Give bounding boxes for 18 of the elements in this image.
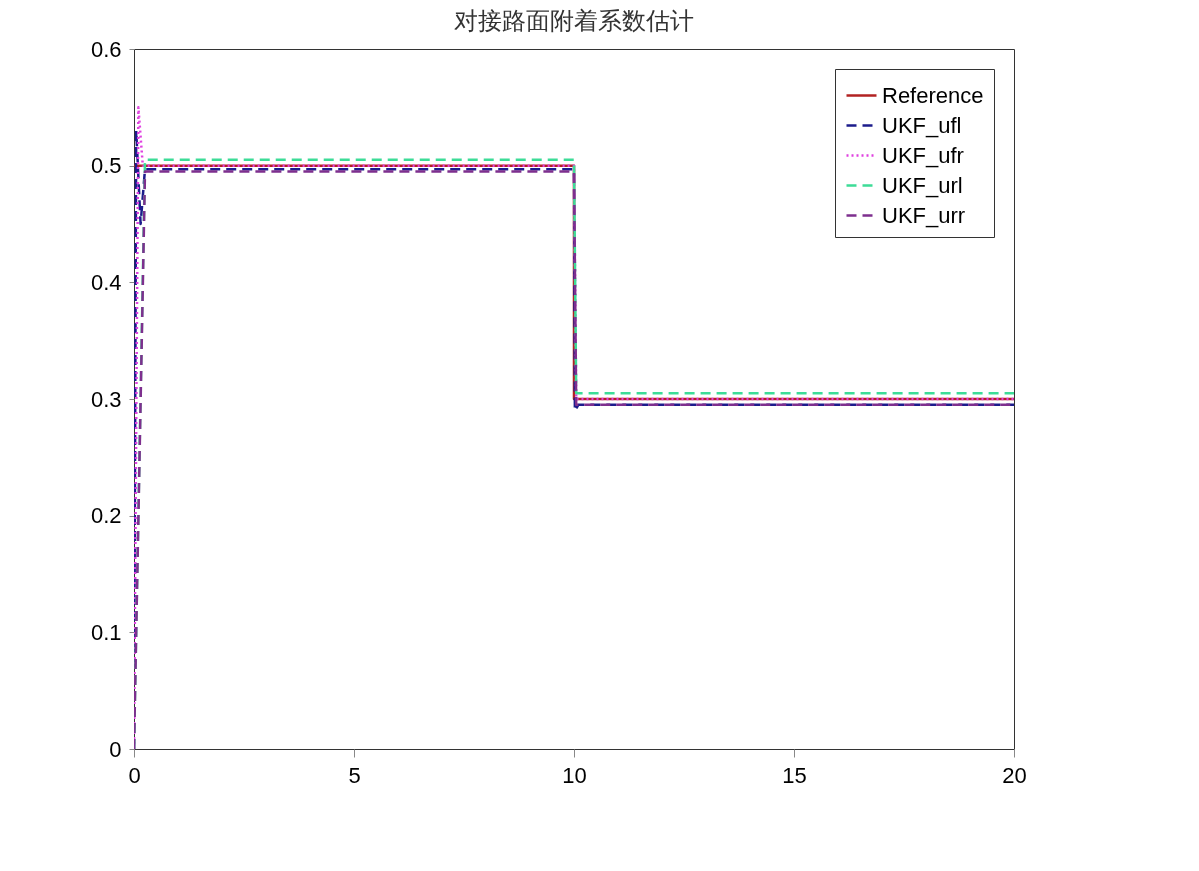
- y-tick-label: 0.6: [90, 36, 122, 62]
- x-tick-label: 20: [1002, 762, 1027, 788]
- y-tick-label: 0.4: [90, 269, 122, 295]
- legend-label: UKF_url: [882, 172, 963, 198]
- y-tick-label: 0.2: [90, 503, 122, 529]
- legend-label: UKF_ufr: [882, 142, 964, 168]
- x-tick-label: 15: [782, 762, 807, 788]
- y-tick-label: 0.5: [90, 153, 122, 179]
- legend-label: UKF_urr: [882, 202, 966, 228]
- y-tick-label: 0.3: [90, 386, 122, 412]
- legend-label: Reference: [882, 82, 984, 108]
- x-tick-label: 10: [562, 762, 587, 788]
- x-tick-label: 5: [348, 762, 361, 788]
- chart-title: 对接路面附着系数估计: [454, 7, 694, 35]
- y-tick-label: 0: [109, 736, 122, 762]
- legend-label: UKF_ufl: [882, 112, 962, 138]
- y-tick-label: 0.1: [90, 619, 122, 645]
- x-tick-label: 0: [128, 762, 141, 788]
